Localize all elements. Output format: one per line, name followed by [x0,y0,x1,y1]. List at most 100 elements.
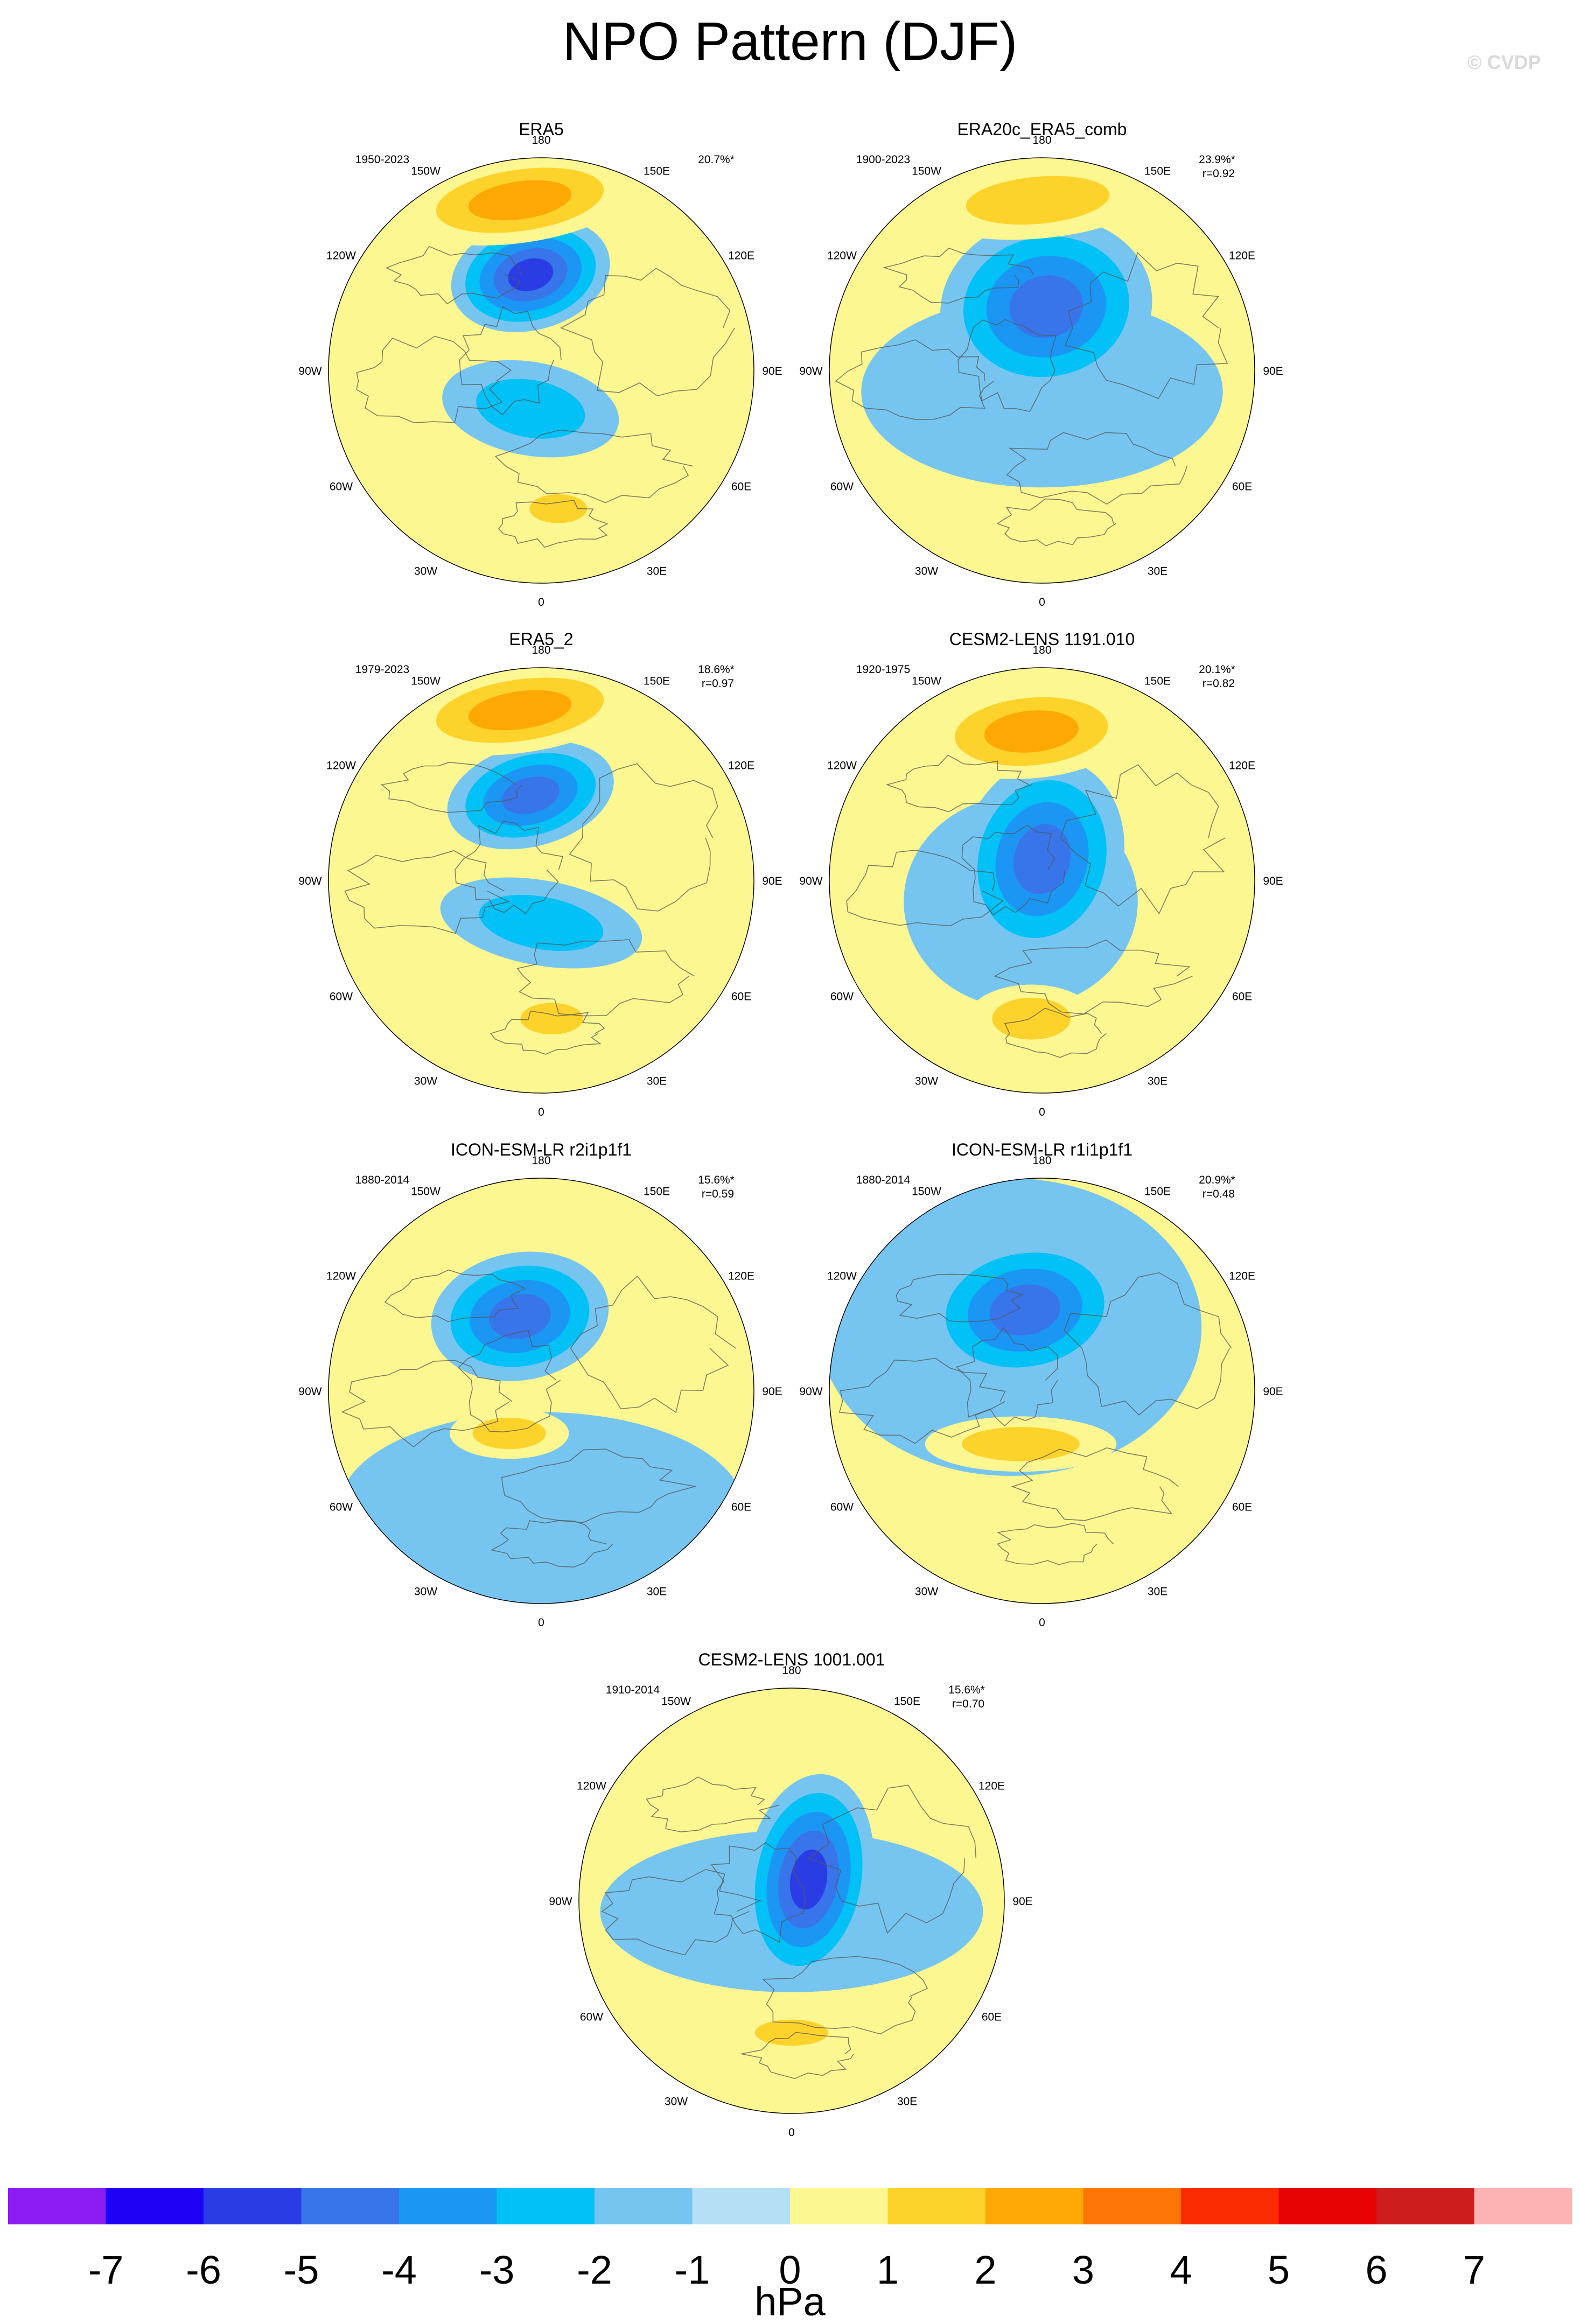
colorbar-segment [497,2188,595,2224]
coastline-1 [957,319,1057,412]
coastline-1 [455,821,564,914]
panel-explained-variance: 20.9%* [1199,1174,1235,1186]
coastline-0 [344,850,511,934]
coastline-3 [808,1784,977,1934]
lon-label: 30E [897,2096,917,2108]
map-panel-5: ICON-ESM-LR r2i1p1f1 1880-2014 15.6%* r=0.5… [298,1140,782,1629]
coastline-0 [846,850,1004,927]
panel-title: ERA5 [519,120,564,139]
panel-explained-variance: 15.6%* [698,1174,735,1186]
lon-label: 90W [799,365,822,377]
lon-label: 180 [532,1154,550,1167]
high-contour-2 [472,1417,546,1450]
panel-pattern-correlation: r=0.70 [952,1698,984,1710]
coastline-5 [997,1523,1114,1565]
colorbar-segment [692,2188,791,2224]
lon-label: 30W [915,1075,938,1088]
map-boundary [829,667,1255,1094]
colorbar-segment [1278,2188,1377,2224]
lon-label: 90E [762,1385,782,1398]
lon-label: 150W [411,1185,441,1198]
panel-pattern-correlation: r=0.59 [702,1188,734,1200]
map-boundary [578,1688,1005,2114]
lon-label: 30E [647,1586,667,1598]
coastline-4 [385,246,521,305]
map-boundary [328,1178,754,1604]
colorbar-segment [985,2188,1083,2224]
coastline-5 [996,498,1116,547]
lon-label: 0 [1039,1106,1045,1118]
lon-label: 60W [830,481,854,493]
coastline-3 [1064,251,1228,400]
lon-label: 150W [912,1185,941,1198]
panel-years: 1910-2014 [606,1684,660,1696]
panel-title: CESM2-LENS 1001.001 [698,1650,885,1669]
low-contour-1 [339,1412,744,1604]
panel-pattern-correlation: r=0.82 [1203,677,1235,690]
colorbar-tick-label: 6 [1365,2248,1387,2292]
low-contour-4 [1009,275,1083,338]
lon-label: 150E [644,675,670,687]
low-contour-4 [989,1284,1060,1336]
colorbar-tick-label: -3 [479,2248,515,2292]
panel-pattern-correlation: r=0.97 [702,677,734,690]
lon-label: 180 [1032,134,1051,146]
colorbar-tick-label: -4 [381,2248,417,2292]
lon-label: 60W [580,2011,603,2024]
coastline-0 [341,1360,513,1447]
colorbar-segment [887,2188,986,2224]
coastline-2 [516,939,695,1017]
lon-label: 150W [912,165,941,177]
map-boundary [829,1178,1255,1604]
lon-label: 60E [731,1501,751,1514]
lon-label: 30E [1148,565,1167,578]
panel-years: 1880-2014 [355,1174,410,1186]
lon-label: 30W [665,2096,688,2108]
panel-pattern-correlation: r=0.48 [1203,1188,1235,1200]
coastline-0 [356,335,512,423]
lon-label: 120E [1229,1270,1255,1283]
panel-explained-variance: 20.7%* [698,153,735,166]
panel-years: 1979-2023 [355,663,409,676]
panel-title: ERA5_2 [509,629,573,649]
high-contour-3 [468,690,572,731]
lon-label: 180 [782,1664,801,1677]
high-contour-2 [754,2019,829,2046]
lon-label: 90E [1263,875,1283,887]
lon-label: 150E [644,1185,670,1198]
lon-label: 90W [799,875,822,887]
lon-label: 120E [1229,760,1255,772]
colorbar-tick-label: 5 [1268,2248,1290,2292]
lon-label: 0 [538,1106,544,1118]
lon-label: 60E [731,991,751,1003]
lon-label: 150E [1144,675,1171,687]
coastline-5 [490,1010,605,1055]
lon-label: 60E [731,481,751,493]
coastline-4 [883,247,1034,304]
colorbar-tick-label: -5 [284,2248,319,2292]
colorbar-tick-label: -1 [675,2248,710,2292]
lon-label: 150E [894,1695,920,1707]
coastline-1 [458,1329,561,1433]
lon-label: 120W [326,1270,356,1283]
lon-label: 120E [1229,250,1255,262]
lon-label: 120E [728,760,754,772]
lon-label: 120W [827,760,857,772]
lon-label: 30W [915,1586,938,1598]
coastline-0 [601,1868,761,1956]
lon-label: 120W [326,250,356,262]
coastline-2 [994,939,1193,1014]
lon-label: 60E [1232,481,1252,493]
colorbar-tick-label: 1 [877,2248,899,2292]
lon-label: 180 [1032,1154,1051,1167]
map-boundary [328,667,754,1094]
colorbar-segment [399,2188,497,2224]
high-contour-2 [962,1427,1080,1461]
colorbar-tick-label: -6 [186,2248,221,2292]
lon-label: 90E [1012,1895,1032,1908]
coastline-5 [1004,1007,1107,1058]
panel-explained-variance: 23.9%* [1199,153,1235,166]
lon-label: 120E [978,1780,1005,1793]
lon-label: 150W [411,165,441,177]
